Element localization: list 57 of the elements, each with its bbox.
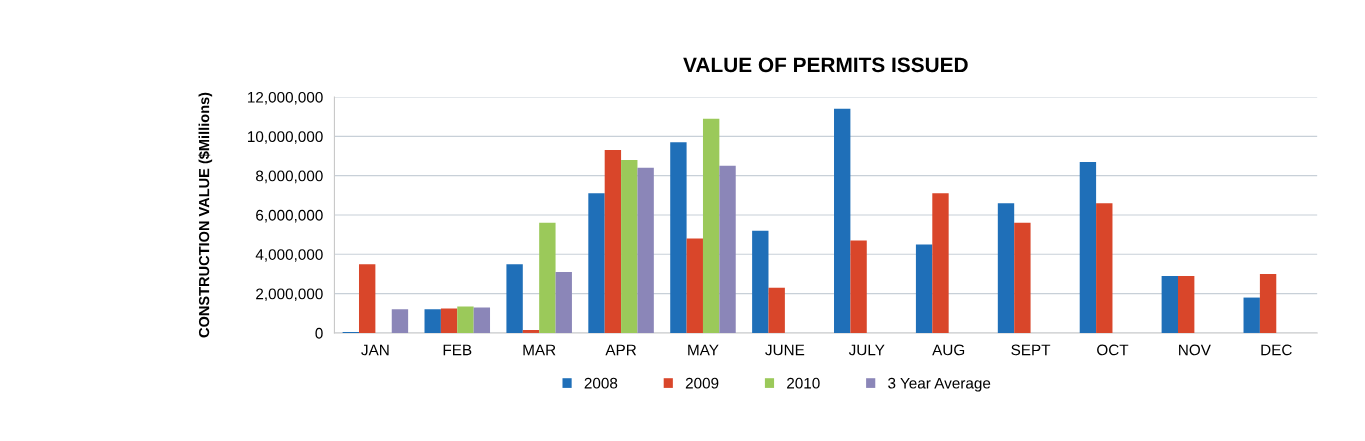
- bar: [359, 264, 376, 333]
- bar: [440, 308, 458, 333]
- bar: [621, 159, 638, 333]
- bar: [834, 108, 851, 333]
- y-tick-label: 0: [315, 327, 323, 339]
- x-tick-label: DEC: [1261, 344, 1292, 356]
- bar: [473, 307, 491, 333]
- bar: [539, 222, 556, 333]
- x-tick-label: MAR: [523, 344, 556, 356]
- x-tick-label: AUG: [932, 344, 965, 356]
- bar: [670, 142, 687, 333]
- x-tick-label: NOV: [1179, 344, 1211, 356]
- y-tick-label: 8,000,000: [256, 170, 323, 184]
- x-tick-label: OCT: [1097, 344, 1129, 356]
- bar: [1243, 297, 1260, 333]
- y-tick-label: 2,000,000: [256, 288, 323, 302]
- bar: [997, 203, 1015, 333]
- bar: [768, 287, 785, 333]
- chart-title: VALUE OF PERMITS ISSUED: [683, 57, 968, 73]
- legend-label: 2009: [685, 377, 719, 389]
- bar: [637, 167, 654, 333]
- y-tick-label: 4,000,000: [255, 249, 323, 262]
- bar: [1259, 273, 1277, 333]
- bar: [932, 193, 949, 333]
- bar: [686, 238, 703, 333]
- bar: [1079, 161, 1097, 333]
- bar: [424, 309, 441, 333]
- bar: [506, 264, 523, 333]
- y-tick-label: 6,000,000: [256, 209, 323, 223]
- bar: [604, 150, 622, 333]
- y-tick-label: 12,000,000: [248, 91, 323, 105]
- x-tick-label: JUNE: [765, 344, 805, 356]
- x-tick-label: SEPT: [1011, 344, 1051, 356]
- y-tick-label: 10,000,000: [248, 131, 323, 144]
- bar: [752, 230, 769, 333]
- x-tick-label: APR: [605, 344, 637, 356]
- bar: [588, 193, 605, 333]
- x-tick-label: FEB: [443, 344, 472, 356]
- bar: [1014, 222, 1031, 333]
- bar: [555, 272, 572, 333]
- bar: [1161, 275, 1178, 333]
- bar: [391, 309, 409, 333]
- bar: [1096, 203, 1113, 333]
- bar: [1178, 275, 1195, 333]
- legend-label: 2010: [787, 377, 820, 389]
- legend-label: 3 Year Average: [888, 377, 991, 392]
- bar: [522, 330, 540, 333]
- legend-label: 2008: [584, 377, 618, 389]
- bar: [702, 118, 720, 333]
- bar: [457, 306, 474, 333]
- bar: [915, 244, 933, 333]
- x-tick-label: MAY: [688, 344, 719, 356]
- bar: [719, 165, 736, 333]
- bar: [850, 240, 867, 333]
- x-tick-label: JAN: [361, 344, 389, 356]
- y-axis-title: CONSTRUCTION VALUE ($Millions): [198, 92, 213, 338]
- x-tick-label: JULY: [848, 344, 885, 356]
